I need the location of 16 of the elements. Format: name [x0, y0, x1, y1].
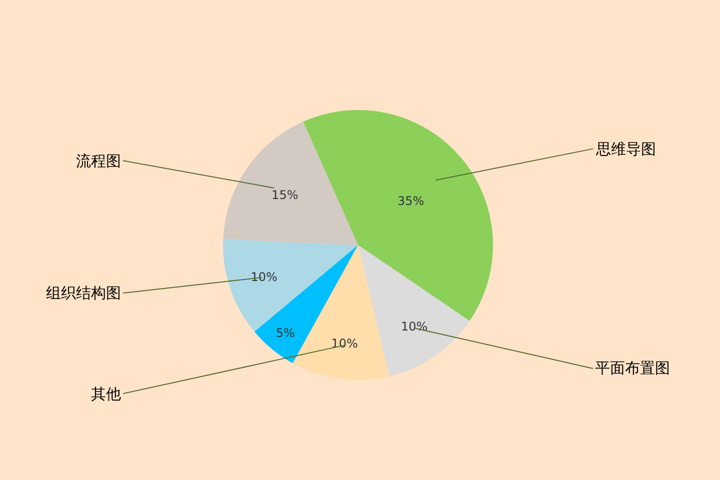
pie-slice — [358, 245, 470, 376]
data-label: 10% — [250, 270, 278, 284]
slice-label: 其他 — [91, 385, 121, 403]
pie-slice — [303, 110, 493, 321]
data-label: 10% — [400, 320, 428, 334]
data-label: 15% — [272, 188, 298, 202]
pie-slice — [223, 122, 358, 245]
slice-label: 平面布置图 — [595, 359, 670, 377]
pie-slice — [254, 245, 358, 364]
data-label: 35% — [397, 194, 424, 208]
data-label: 10% — [331, 336, 358, 350]
slice-label: 组织结构图 — [46, 284, 121, 302]
slice-label: 流程图 — [76, 152, 121, 170]
pie-slice — [292, 245, 390, 380]
data-label: 5% — [276, 326, 295, 340]
slice-label: 思维导图 — [595, 140, 656, 158]
